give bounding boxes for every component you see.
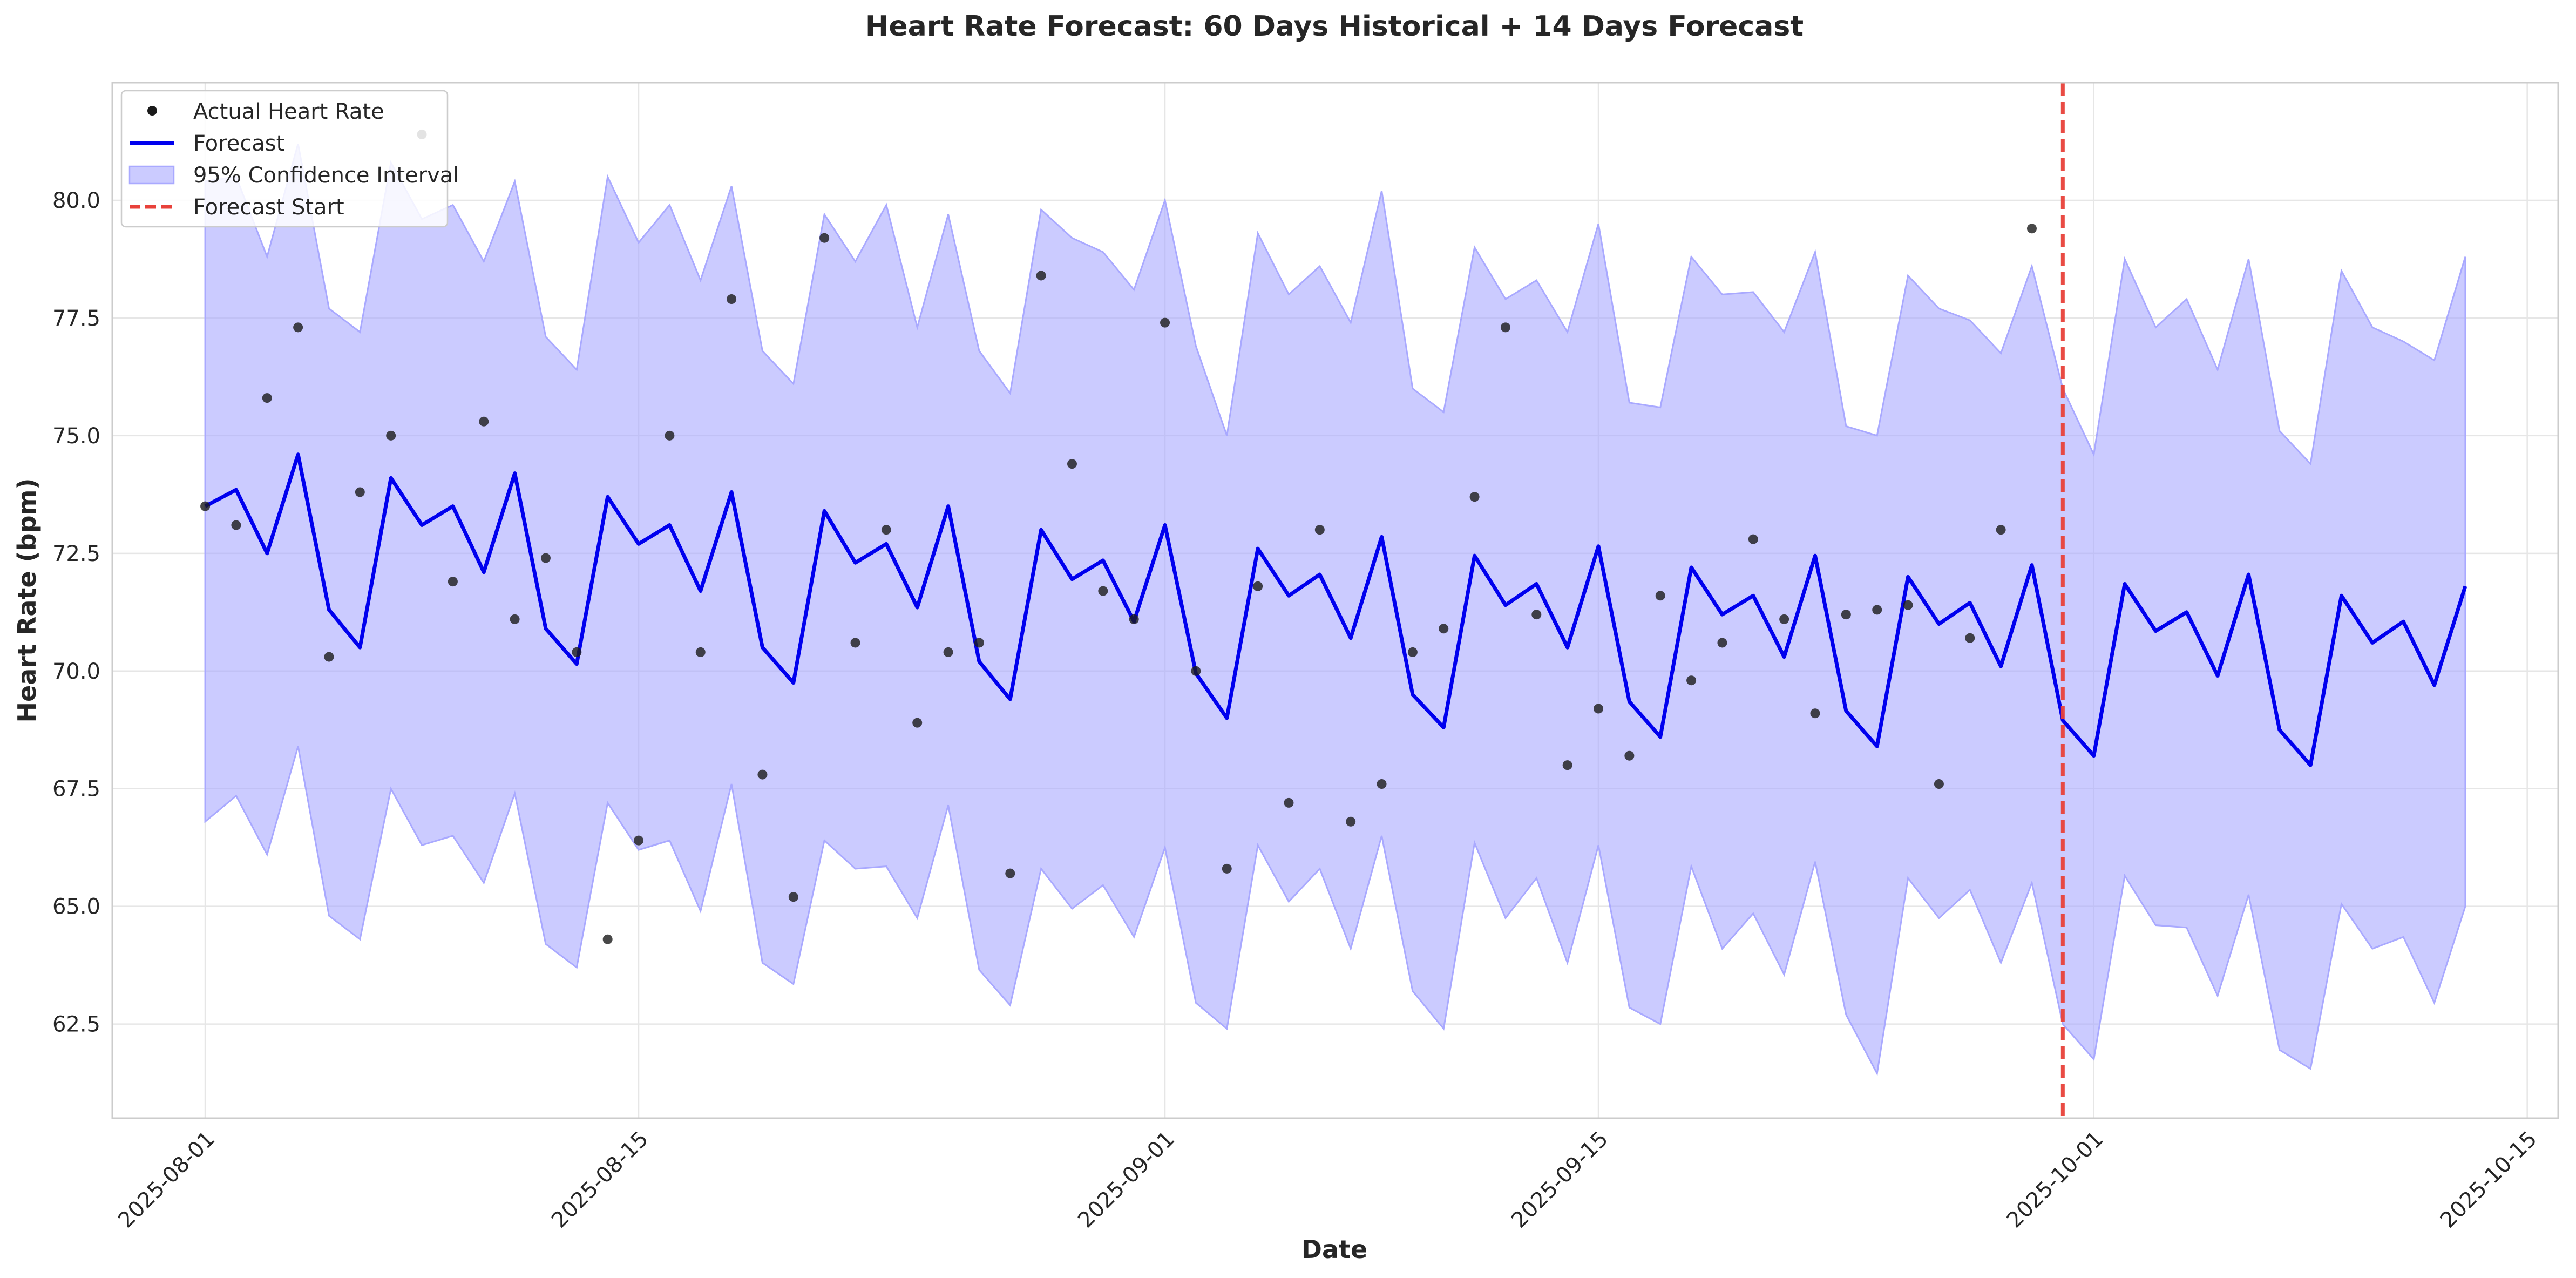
actual-heart-rate-point (1810, 708, 1820, 719)
actual-heart-rate-point (634, 835, 644, 846)
y-tick-label: 70.0 (52, 659, 100, 684)
actual-heart-rate-point (1748, 534, 1758, 544)
forecast-line-layer (204, 452, 2467, 767)
y-axis-label: Heart Rate (bpm) (12, 478, 42, 723)
actual-heart-rate-point (355, 487, 365, 497)
legend-box (120, 90, 449, 228)
y-tick-label: 75.0 (52, 424, 100, 449)
actual-heart-rate-point (1903, 600, 1913, 610)
actual-heart-rate-point (819, 233, 830, 243)
actual-heart-rate-point (1655, 591, 1665, 601)
actual-heart-rate-point (881, 525, 891, 535)
actual-heart-rate-point (1253, 581, 1263, 591)
actual-heart-rate-point (1314, 525, 1325, 535)
actual-heart-rate-point (1377, 779, 1387, 789)
actual-heart-rate-point (757, 769, 768, 780)
actual-heart-rate-point (1407, 647, 1418, 657)
legend-start-label: Forecast Start (193, 195, 344, 220)
actual-heart-rate-point (572, 647, 582, 657)
actual-heart-rate-point (1439, 624, 1449, 634)
y-tick-label: 77.5 (52, 306, 100, 331)
y-tick-label: 72.5 (52, 542, 100, 566)
actual-heart-rate-point (850, 638, 860, 648)
actual-heart-rate-point (1594, 704, 1604, 714)
actual-heart-rate-point (1779, 614, 1789, 624)
actual-heart-rate-point (912, 718, 923, 728)
y-tick-label: 65.0 (52, 895, 100, 919)
actual-heart-rate-point (231, 520, 241, 530)
actual-heart-rate-point (1996, 525, 2006, 535)
actual-heart-rate-point (1469, 492, 1480, 502)
legend-interval-swatch (128, 165, 175, 185)
forecast-line (204, 452, 2467, 767)
actual-heart-rate-point (1346, 816, 1356, 827)
actual-heart-rate-point (1098, 586, 1108, 596)
legend: Actual Heart Rate Forecast 95% Confidenc… (120, 90, 459, 228)
actual-heart-rate-point (2026, 224, 2037, 234)
legend-actual-swatch (147, 106, 157, 116)
y-axis-ticks: 62.5 65.0 67.5 70.0 72.5 75.0 77.5 80.0 (52, 188, 100, 1037)
actual-heart-rate-point (1717, 638, 1727, 648)
actual-heart-rate-point (1686, 675, 1697, 686)
actual-heart-rate-point (510, 614, 520, 624)
y-tick-label: 80.0 (52, 188, 100, 213)
actual-heart-rate-point (448, 577, 458, 587)
actual-heart-rate-point (1036, 271, 1046, 281)
legend-actual-label: Actual Heart Rate (193, 99, 384, 124)
actual-points-layer (200, 129, 2037, 944)
actual-heart-rate-point (1965, 633, 1975, 643)
actual-heart-rate-point (788, 892, 798, 902)
y-tick-label: 67.5 (52, 777, 100, 802)
actual-heart-rate-point (1562, 760, 1572, 770)
actual-heart-rate-point (974, 638, 984, 648)
actual-heart-rate-point (1531, 610, 1542, 620)
actual-heart-rate-point (293, 322, 303, 333)
plot-frame (111, 82, 2559, 1119)
actual-heart-rate-point (262, 393, 272, 403)
actual-heart-rate-point (727, 294, 737, 305)
actual-heart-rate-point (479, 416, 489, 427)
actual-heart-rate-point (386, 430, 396, 441)
actual-heart-rate-point (540, 553, 551, 563)
chart-title: Heart Rate Forecast: 60 Days Historical … (865, 10, 1804, 43)
actual-heart-rate-point (1284, 797, 1294, 808)
actual-heart-rate-point (324, 652, 334, 662)
actual-heart-rate-point (1005, 868, 1015, 878)
y-tick-label: 62.5 (52, 1012, 100, 1037)
actual-heart-rate-point (1934, 779, 1944, 789)
actual-heart-rate-point (1067, 459, 1077, 469)
actual-heart-rate-point (665, 430, 675, 441)
x-axis-label: Date (1301, 1235, 1367, 1264)
actual-heart-rate-point (1841, 610, 1851, 620)
actual-heart-rate-point (1872, 605, 1882, 615)
legend-interval-label: 95% Confidence Interval (193, 163, 459, 188)
actual-heart-rate-point (1129, 614, 1139, 624)
actual-heart-rate-point (1500, 322, 1510, 333)
actual-heart-rate-point (1160, 317, 1170, 328)
actual-heart-rate-point (200, 501, 211, 511)
actual-heart-rate-point (602, 934, 613, 944)
actual-heart-rate-point (695, 647, 706, 657)
actual-heart-rate-point (1624, 750, 1635, 761)
actual-heart-rate-point (943, 647, 953, 657)
actual-heart-rate-point (1222, 863, 1232, 874)
legend-forecast-label: Forecast (193, 131, 284, 156)
actual-heart-rate-point (1191, 666, 1201, 676)
